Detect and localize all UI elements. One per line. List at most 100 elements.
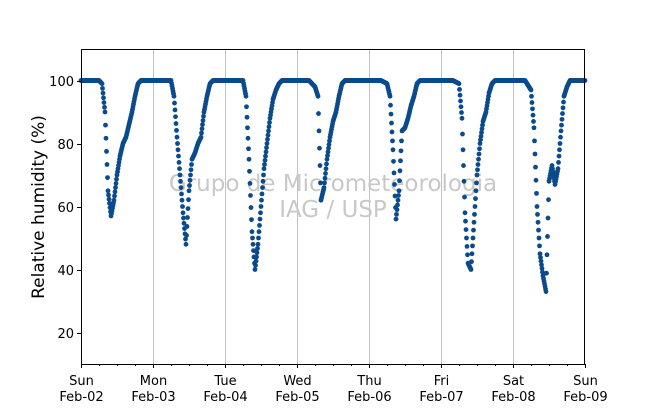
data-point — [105, 188, 111, 194]
data-point — [179, 191, 184, 197]
data-point — [179, 197, 185, 203]
data-point — [244, 114, 250, 120]
data-point — [531, 119, 536, 124]
x-tick-label-day: Wed — [283, 374, 311, 389]
data-point — [557, 147, 562, 153]
data-point — [248, 205, 254, 210]
data-point — [456, 81, 462, 87]
data-point — [104, 162, 110, 167]
data-point — [255, 241, 261, 247]
data-point — [473, 196, 478, 202]
data-point — [546, 197, 551, 203]
x-axis-ticks: SunFeb-02MonFeb-03TueFeb-04WedFeb-05ThuF… — [59, 364, 608, 405]
data-point — [259, 197, 264, 203]
data-point — [459, 110, 464, 115]
data-point — [258, 204, 264, 209]
data-point — [537, 243, 542, 249]
data-point — [474, 172, 480, 178]
data-point — [253, 262, 258, 268]
data-point — [200, 122, 205, 127]
data-point — [263, 153, 268, 159]
data-point — [396, 193, 401, 198]
data-point — [389, 120, 394, 126]
data-point — [478, 137, 483, 143]
data-point — [325, 153, 330, 158]
data-point — [316, 111, 321, 116]
data-point — [390, 138, 395, 144]
data-point — [262, 157, 268, 163]
watermark: Grupo de Micrometeorologia IAG / USP — [169, 171, 497, 223]
data-point — [261, 172, 266, 178]
data-point — [469, 259, 474, 265]
data-point — [530, 112, 536, 118]
data-point — [398, 148, 404, 154]
data-point — [100, 90, 106, 96]
data-point — [265, 136, 270, 142]
data-point — [464, 235, 469, 241]
data-point — [322, 180, 327, 186]
data-point — [103, 122, 108, 128]
data-point — [200, 118, 206, 123]
data-point — [318, 180, 323, 186]
data-point — [461, 163, 466, 168]
data-point — [264, 141, 270, 146]
data-point — [470, 235, 476, 241]
data-point — [184, 232, 189, 238]
data-point — [266, 124, 272, 130]
data-point — [266, 128, 271, 134]
data-point — [199, 126, 205, 132]
data-point — [460, 131, 465, 137]
data-point — [106, 196, 112, 202]
data-point — [251, 248, 256, 254]
data-point — [185, 215, 190, 220]
data-point — [267, 120, 272, 125]
data-point — [249, 217, 254, 223]
x-tick-label-day: Thu — [356, 374, 381, 389]
data-point — [556, 153, 562, 159]
data-point — [176, 160, 182, 165]
data-point — [544, 252, 550, 258]
data-point — [253, 258, 259, 264]
data-point — [101, 100, 107, 105]
data-point — [257, 223, 262, 228]
data-point — [111, 197, 117, 203]
data-point — [537, 251, 543, 257]
data-point — [558, 128, 564, 134]
data-point — [539, 262, 544, 268]
data-point — [392, 182, 397, 187]
data-point — [535, 219, 541, 225]
data-point — [479, 130, 484, 135]
data-point — [187, 177, 193, 183]
data-point — [263, 149, 269, 155]
data-point — [114, 176, 119, 182]
data-point — [317, 163, 323, 168]
data-point — [533, 164, 538, 170]
data-point — [543, 289, 549, 294]
data-point — [184, 224, 190, 229]
data-point — [105, 175, 110, 181]
data-point — [476, 156, 481, 162]
data-point — [529, 93, 534, 99]
data-point — [186, 188, 192, 194]
grid-lines — [153, 49, 514, 364]
data-point — [243, 93, 249, 99]
data-point — [104, 148, 109, 154]
x-tick-label-day: Sun — [573, 374, 598, 389]
data-point — [529, 100, 535, 105]
data-point — [323, 171, 328, 176]
data-point — [264, 145, 269, 151]
data-point — [252, 267, 258, 272]
data-point — [254, 250, 260, 256]
data-point — [458, 104, 464, 110]
data-point — [472, 204, 478, 209]
data-point — [106, 192, 111, 198]
data-point — [475, 162, 481, 167]
data-point — [394, 211, 399, 217]
data-point — [180, 210, 186, 216]
data-point — [101, 95, 106, 101]
data-point — [245, 125, 250, 131]
data-point — [533, 177, 539, 183]
data-point — [396, 188, 402, 194]
data-point — [262, 162, 267, 167]
data-point — [545, 234, 550, 239]
